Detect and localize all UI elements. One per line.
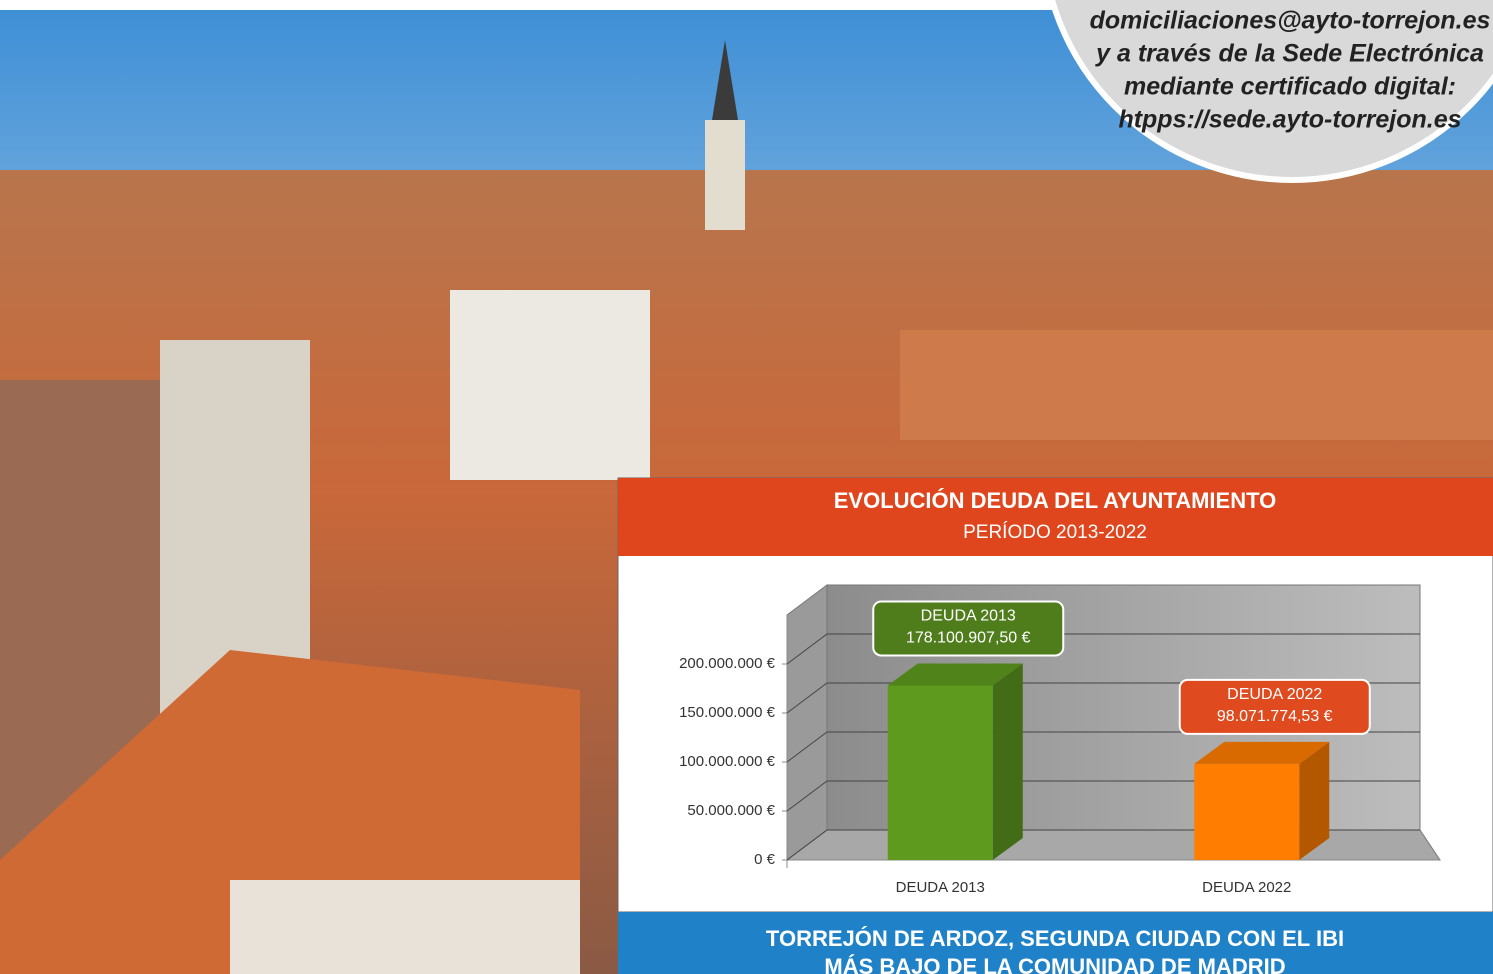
banner-band bbox=[618, 912, 1493, 974]
callout-line: htpps://sede.ayto-torrejon.es bbox=[1118, 106, 1461, 134]
floor bbox=[785, 829, 1441, 861]
y-tick-label: 100.000.000 € bbox=[679, 753, 776, 770]
bar-top bbox=[887, 663, 1023, 686]
grid-line bbox=[786, 633, 1420, 665]
bar bbox=[1194, 763, 1300, 860]
value-label: 178.100.907,50 € bbox=[906, 630, 1031, 647]
value-label-box bbox=[1178, 678, 1371, 735]
side-wall bbox=[786, 584, 828, 861]
bar-side bbox=[992, 663, 1023, 860]
tower bbox=[705, 120, 745, 230]
building bbox=[450, 290, 650, 480]
banner: TORREJÓN DE ARDOZ, SEGUNDA CIUDAD CON EL… bbox=[618, 912, 1493, 974]
chart-header bbox=[618, 478, 1493, 556]
chart: EVOLUCIÓN DEUDA DEL AYUNTAMIENTO PERÍODO… bbox=[617, 477, 1493, 913]
building bbox=[230, 880, 580, 974]
y-tick-label: 200.000.000 € bbox=[679, 655, 776, 672]
callout-line: y a través de la Sede Electrónica bbox=[1094, 40, 1484, 68]
chart-subtitle: PERÍODO 2013-2022 bbox=[963, 522, 1147, 543]
banner-line: MÁS BAJO DE LA COMUNIDAD DE MADRID bbox=[824, 954, 1285, 974]
roofs bbox=[900, 330, 1493, 440]
x-tick-label: DEUDA 2013 bbox=[896, 879, 985, 896]
callout: domiciliaciones@ayto-torrejon.es y a trav… bbox=[1048, 0, 1493, 183]
value-label-category: DEUDA 2022 bbox=[1227, 686, 1322, 703]
banner-line: TORREJÓN DE ARDOZ, SEGUNDA CIUDAD CON EL… bbox=[766, 926, 1344, 951]
callout-line: mediante certificado digital: bbox=[1124, 73, 1456, 101]
chart-title: EVOLUCIÓN DEUDA DEL AYUNTAMIENTO bbox=[834, 488, 1276, 513]
value-label: 98.071.774,53 € bbox=[1217, 708, 1333, 725]
callout-line: domiciliaciones@ayto-torrejon.es bbox=[1090, 7, 1491, 35]
spire bbox=[712, 40, 738, 120]
y-tick-label: 50.000.000 € bbox=[687, 802, 775, 819]
value-label-box bbox=[872, 600, 1065, 657]
y-tick-label: 150.000.000 € bbox=[679, 704, 776, 721]
bar bbox=[887, 685, 993, 860]
y-tick-label: 0 € bbox=[754, 851, 776, 868]
value-label-category: DEUDA 2013 bbox=[921, 608, 1016, 625]
callout-circle bbox=[1048, 0, 1493, 183]
x-tick-label: DEUDA 2022 bbox=[1202, 879, 1291, 896]
bar-side bbox=[1299, 741, 1330, 860]
bar-top bbox=[1194, 741, 1330, 764]
